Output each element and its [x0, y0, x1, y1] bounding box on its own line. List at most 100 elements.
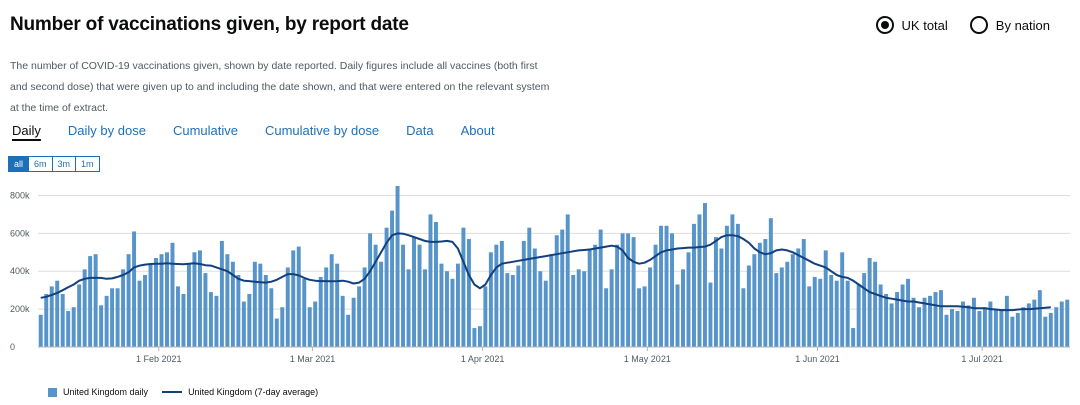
legend-item-daily[interactable]: United Kingdom daily — [48, 387, 148, 397]
bar — [708, 282, 713, 347]
bar — [801, 239, 806, 347]
radio-selected-icon[interactable] — [875, 16, 894, 34]
nation-radio-group: UK total By nation — [875, 16, 1050, 34]
bar — [960, 301, 965, 347]
bar — [1032, 299, 1037, 347]
x-tick-label: 1 Apr 2021 — [461, 354, 505, 364]
radio-by-nation[interactable]: By nation — [969, 16, 1050, 34]
tab-data[interactable]: Data — [406, 123, 434, 138]
bar — [1065, 299, 1070, 347]
bar — [230, 261, 235, 347]
bar — [993, 309, 998, 347]
bar — [982, 307, 987, 347]
bar — [812, 276, 817, 347]
bar — [648, 267, 653, 347]
bar — [236, 275, 241, 347]
range-6m-button[interactable]: 6m — [29, 157, 53, 171]
bar — [477, 326, 482, 347]
radio-uk-total[interactable]: UK total — [875, 16, 948, 34]
bar — [1004, 295, 1009, 347]
bar — [197, 250, 202, 347]
average-line — [40, 232, 1051, 312]
range-1m-button[interactable]: 1m — [76, 157, 99, 171]
bar — [296, 246, 301, 347]
vaccinations-chart[interactable]: 0 200k 400k 600k 800k 1 Feb 2021 1 Mar 2021 1 A… — [0, 178, 1080, 378]
bar — [346, 314, 351, 347]
tab-cumulative[interactable]: Cumulative — [172, 123, 238, 138]
radio-unselected-icon[interactable] — [969, 16, 988, 34]
bar — [851, 328, 856, 347]
bar — [637, 288, 642, 347]
y-tick-label: 0 — [10, 342, 15, 352]
bar — [829, 275, 834, 347]
bar — [1026, 303, 1031, 347]
bar — [483, 286, 488, 347]
bar — [933, 292, 938, 347]
range-all-button[interactable]: all — [9, 157, 30, 171]
tab-cumulative-by-dose[interactable]: Cumulative by dose — [264, 123, 380, 138]
bar — [1010, 316, 1015, 347]
bar — [790, 254, 795, 347]
bar — [110, 288, 115, 347]
bar — [252, 261, 257, 347]
bar — [302, 278, 307, 347]
bar — [922, 297, 927, 347]
tab-about[interactable]: About — [460, 123, 495, 138]
bar — [60, 293, 65, 347]
bar — [527, 227, 532, 347]
tab-daily[interactable]: Daily — [12, 123, 41, 138]
bar — [401, 244, 406, 347]
bar — [82, 269, 87, 347]
bar — [159, 254, 164, 347]
bar — [532, 248, 537, 347]
bar — [1043, 316, 1048, 347]
tab-daily-by-dose[interactable]: Daily by dose — [67, 123, 146, 138]
bar — [362, 267, 367, 347]
y-tick-label: 800k — [10, 190, 30, 200]
bar — [225, 254, 230, 347]
bar — [439, 263, 444, 347]
bar — [950, 309, 954, 347]
bar — [203, 273, 208, 347]
chart-description: The number of COVID-19 vaccinations give… — [10, 60, 550, 114]
bar — [132, 231, 137, 347]
bar — [499, 240, 504, 347]
bar — [653, 244, 658, 347]
bar — [939, 290, 943, 347]
range-3m-button[interactable]: 3m — [52, 157, 77, 171]
bar — [214, 295, 219, 347]
bar — [461, 227, 466, 347]
bar — [977, 311, 982, 347]
bar — [713, 237, 718, 347]
bar — [318, 276, 323, 347]
bar — [796, 248, 801, 347]
bar — [593, 244, 598, 347]
bar — [472, 328, 477, 347]
bar — [867, 257, 872, 347]
bar — [324, 267, 329, 347]
bar — [444, 271, 449, 347]
bar — [148, 263, 153, 347]
legend-label: United Kingdom daily — [63, 387, 149, 397]
bar — [823, 250, 828, 347]
bar — [834, 280, 839, 347]
bar — [757, 242, 762, 347]
bar — [285, 267, 290, 347]
bar — [873, 261, 878, 347]
bar — [1037, 290, 1042, 347]
y-tick-label: 200k — [10, 304, 30, 314]
legend-item-average[interactable]: United Kingdom (7-day average) — [162, 387, 318, 397]
line-swatch-icon — [162, 391, 183, 393]
radio-label: UK total — [901, 17, 948, 33]
bar — [395, 186, 400, 347]
bar — [1048, 312, 1053, 347]
bar — [66, 311, 71, 347]
bar — [181, 293, 186, 347]
bar — [351, 297, 356, 347]
bar — [241, 301, 246, 347]
bar — [1059, 301, 1064, 347]
bar — [38, 314, 43, 347]
bar — [598, 229, 603, 347]
chart-tabs: Daily Daily by dose Cumulative Cumulativ… — [12, 123, 495, 141]
bar — [93, 254, 98, 347]
